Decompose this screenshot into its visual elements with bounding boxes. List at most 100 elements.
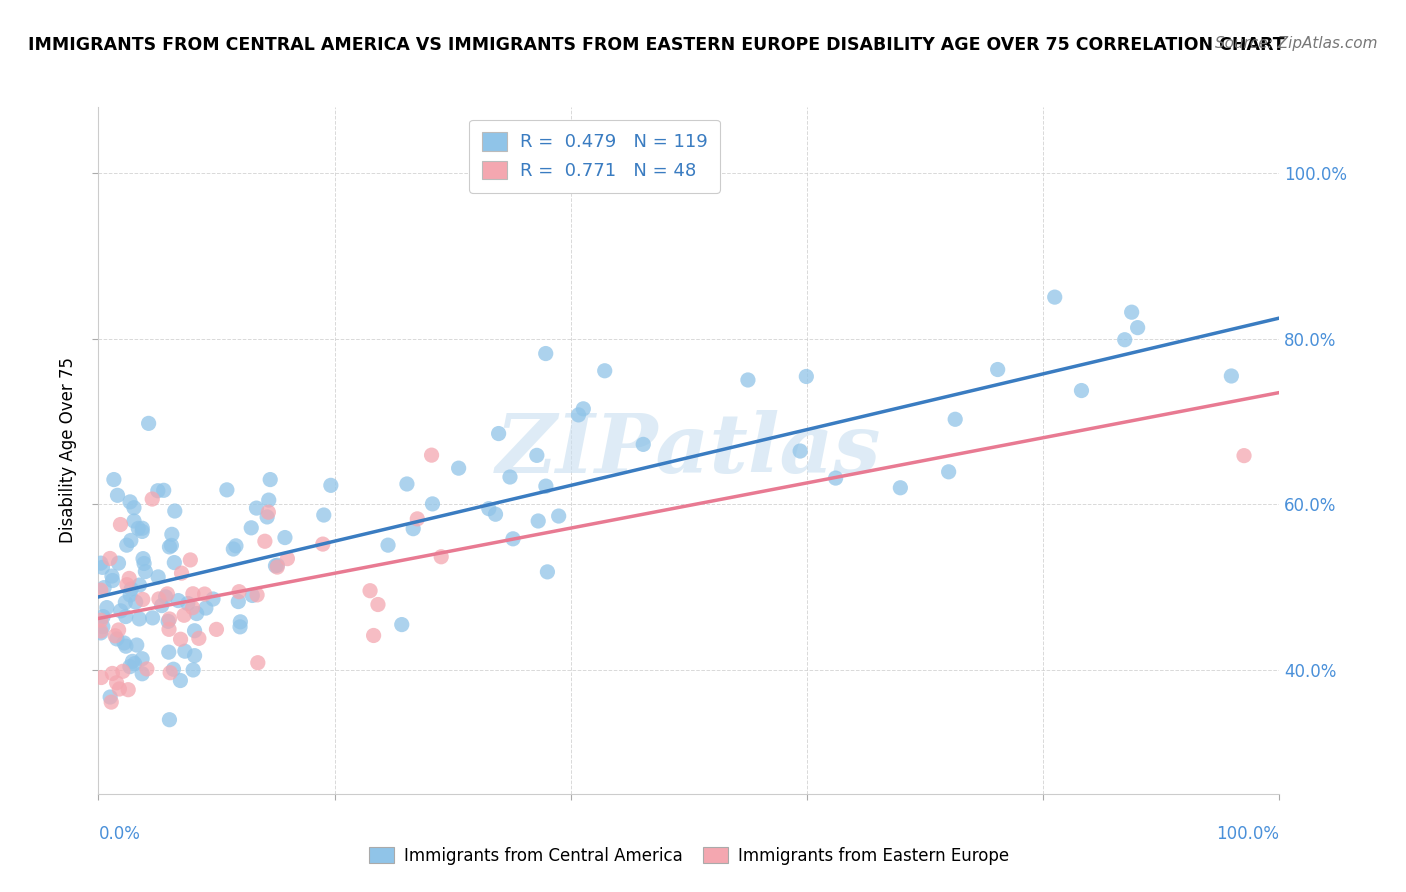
- Point: [264, 558, 287, 573]
- Point: [141, 491, 163, 506]
- Point: [226, 594, 249, 608]
- Point: [938, 465, 960, 479]
- Point: [229, 615, 252, 629]
- Point: [131, 524, 153, 539]
- Point: [135, 662, 157, 676]
- Point: [395, 477, 418, 491]
- Point: [169, 632, 191, 647]
- Text: 100.0%: 100.0%: [1216, 825, 1279, 843]
- Point: [391, 617, 413, 632]
- Point: [420, 448, 443, 462]
- Point: [90, 671, 112, 685]
- Point: [104, 629, 127, 643]
- Point: [120, 495, 142, 509]
- Point: [111, 665, 134, 679]
- Point: [98, 551, 121, 566]
- Point: [155, 590, 177, 604]
- Point: [225, 539, 247, 553]
- Point: [245, 501, 267, 516]
- Point: [159, 612, 181, 626]
- Point: [103, 473, 125, 487]
- Point: [115, 538, 138, 552]
- Point: [1070, 384, 1092, 398]
- Point: [367, 598, 389, 612]
- Point: [169, 673, 191, 688]
- Point: [105, 675, 128, 690]
- Point: [90, 556, 112, 570]
- Point: [363, 628, 385, 642]
- Point: [110, 604, 132, 618]
- Point: [228, 584, 250, 599]
- Point: [157, 623, 180, 637]
- Point: [146, 483, 169, 498]
- Point: [125, 638, 148, 652]
- Point: [181, 587, 204, 601]
- Point: [359, 583, 381, 598]
- Point: [194, 601, 217, 615]
- Point: [90, 583, 112, 598]
- Point: [131, 651, 153, 665]
- Point: [794, 369, 817, 384]
- Point: [447, 461, 470, 475]
- Point: [96, 600, 118, 615]
- Point: [257, 493, 280, 508]
- Point: [138, 417, 160, 431]
- Point: [484, 507, 506, 521]
- Point: [131, 666, 153, 681]
- Point: [222, 541, 245, 556]
- Point: [107, 488, 129, 502]
- Point: [105, 632, 128, 646]
- Point: [120, 533, 142, 548]
- Point: [121, 654, 143, 668]
- Point: [737, 373, 759, 387]
- Point: [101, 569, 124, 583]
- Point: [406, 512, 429, 526]
- Legend: R =  0.479   N = 119, R =  0.771   N = 48: R = 0.479 N = 119, R = 0.771 N = 48: [470, 120, 720, 193]
- Point: [107, 556, 129, 570]
- Point: [157, 615, 180, 629]
- Point: [205, 623, 228, 637]
- Point: [527, 514, 550, 528]
- Point: [215, 483, 238, 497]
- Point: [90, 626, 112, 640]
- Point: [257, 505, 280, 519]
- Point: [1126, 320, 1149, 334]
- Point: [159, 713, 181, 727]
- Point: [1114, 333, 1136, 347]
- Point: [91, 609, 114, 624]
- Point: [163, 504, 186, 518]
- Point: [187, 632, 209, 646]
- Point: [162, 662, 184, 676]
- Text: Source: ZipAtlas.com: Source: ZipAtlas.com: [1215, 36, 1378, 51]
- Point: [159, 665, 181, 680]
- Point: [266, 560, 288, 574]
- Point: [146, 570, 169, 584]
- Point: [173, 644, 195, 658]
- Point: [90, 613, 112, 627]
- Point: [534, 346, 557, 360]
- Point: [502, 532, 524, 546]
- Point: [150, 599, 173, 613]
- Point: [183, 624, 205, 638]
- Point: [90, 624, 112, 638]
- Point: [240, 521, 263, 535]
- Text: 0.0%: 0.0%: [98, 825, 141, 843]
- Point: [319, 478, 342, 492]
- Point: [194, 587, 217, 601]
- Text: IMMIGRANTS FROM CENTRAL AMERICA VS IMMIGRANTS FROM EASTERN EUROPE DISABILITY AGE: IMMIGRANTS FROM CENTRAL AMERICA VS IMMIG…: [28, 36, 1285, 54]
- Point: [108, 681, 131, 696]
- Point: [377, 538, 399, 552]
- Point: [100, 695, 122, 709]
- Point: [114, 595, 136, 609]
- Point: [110, 517, 132, 532]
- Point: [256, 510, 278, 524]
- Point: [536, 565, 558, 579]
- Point: [148, 591, 170, 606]
- Point: [402, 522, 425, 536]
- Point: [186, 607, 208, 621]
- Point: [246, 656, 269, 670]
- Point: [152, 483, 174, 498]
- Point: [572, 401, 595, 416]
- Point: [127, 521, 149, 535]
- Point: [160, 527, 183, 541]
